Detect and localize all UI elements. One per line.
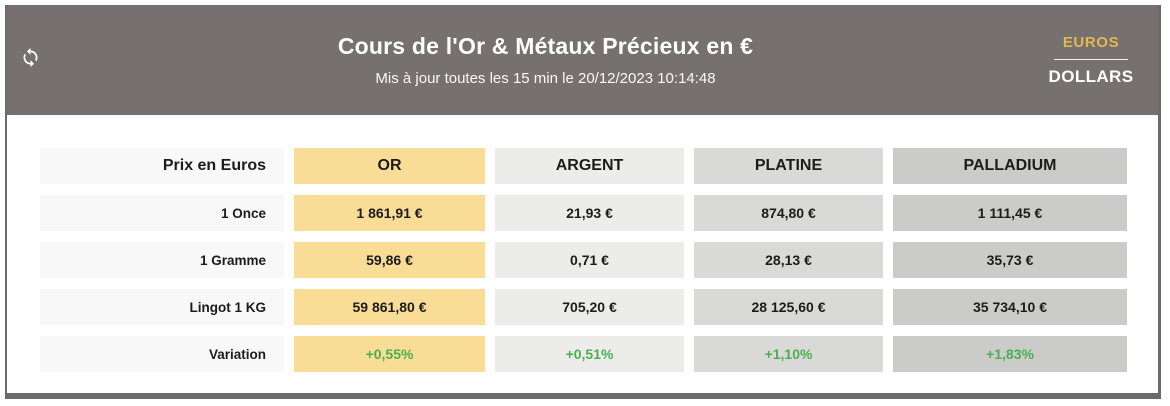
price-cell-argent-once: 21,93 € (495, 195, 684, 231)
price-cell-platine-gramme: 28,13 € (694, 242, 883, 278)
refresh-button[interactable] (17, 47, 43, 73)
page-title: Cours de l'Or & Métaux Précieux en € (337, 33, 754, 59)
currency-toggle-divider (1054, 58, 1128, 60)
price-cell-palladium-lingot: 35 734,10 € (893, 289, 1127, 325)
row-label-lingot: Lingot 1 KG (40, 289, 284, 325)
row-label-gramme: 1 Gramme (40, 242, 284, 278)
column-header-label: Prix en Euros (40, 148, 284, 184)
currency-option-dollars[interactable]: DOLLARS (1048, 66, 1134, 86)
column-header-platine: PLATINE (694, 148, 883, 184)
column-header-argent: ARGENT (495, 148, 684, 184)
currency-toggle: EUROS DOLLARS (1038, 34, 1158, 87)
row-label-once: 1 Once (40, 195, 284, 231)
gold-price-widget: Cours de l'Or & Métaux Précieux en € Mis… (5, 5, 1161, 399)
refresh-icon (20, 47, 41, 73)
column-header-or: OR (294, 148, 485, 184)
column-header-palladium: PALLADIUM (893, 148, 1127, 184)
widget-header: Cours de l'Or & Métaux Précieux en € Mis… (7, 5, 1158, 115)
price-cell-argent-gramme: 0,71 € (495, 242, 684, 278)
variation-cell-or: +0,55% (294, 336, 485, 372)
price-cell-palladium-gramme: 35,73 € (893, 242, 1127, 278)
row-label-variation: Variation (40, 336, 284, 372)
prices-table: Prix en Euros OR ARGENT PLATINE PALLADIU… (40, 148, 1127, 372)
price-cell-or-lingot: 59 861,80 € (294, 289, 485, 325)
price-cell-platine-once: 874,80 € (694, 195, 883, 231)
price-cell-or-gramme: 59,86 € (294, 242, 485, 278)
price-cell-platine-lingot: 28 125,60 € (694, 289, 883, 325)
variation-cell-platine: +1,10% (694, 336, 883, 372)
variation-cell-palladium: +1,83% (893, 336, 1127, 372)
variation-cell-argent: +0,51% (495, 336, 684, 372)
price-cell-palladium-once: 1 111,45 € (893, 195, 1127, 231)
header-left (7, 47, 53, 73)
header-titles: Cours de l'Or & Métaux Précieux en € Mis… (53, 33, 1038, 87)
price-cell-argent-lingot: 705,20 € (495, 289, 684, 325)
last-updated-text: Mis à jour toutes les 15 min le 20/12/20… (375, 70, 716, 87)
price-cell-or-once: 1 861,91 € (294, 195, 485, 231)
currency-option-euros[interactable]: EUROS (1062, 33, 1120, 51)
